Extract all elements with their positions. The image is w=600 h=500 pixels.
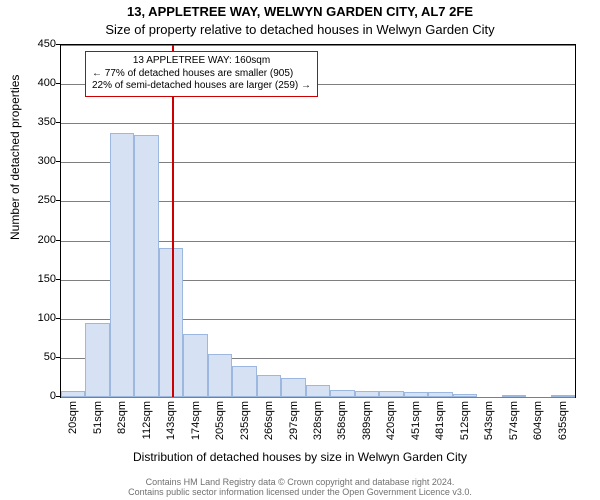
x-tick-label: 143sqm (165, 401, 177, 440)
histogram-bar (379, 391, 403, 397)
x-axis-label: Distribution of detached houses by size … (0, 450, 600, 464)
x-tick-label: 512sqm (459, 401, 471, 440)
histogram-bar (110, 133, 134, 397)
x-tick-label: 328sqm (312, 401, 324, 440)
histogram-bar (257, 375, 281, 397)
y-tick-label: 200 (0, 234, 56, 246)
histogram-bar (453, 394, 477, 397)
x-tick-label: 358sqm (336, 401, 348, 440)
y-tick-mark (56, 396, 60, 397)
x-tick-label: 635sqm (557, 401, 569, 440)
reference-line (172, 45, 174, 397)
y-tick-mark (56, 83, 60, 84)
histogram-bar (134, 135, 158, 397)
chart-subtitle: Size of property relative to detached ho… (0, 22, 600, 37)
y-tick-label: 150 (0, 273, 56, 285)
x-tick-label: 82sqm (116, 401, 128, 434)
x-tick-label: 297sqm (288, 401, 300, 440)
y-tick-label: 250 (0, 194, 56, 206)
chart-container: { "chart": { "type": "histogram", "title… (0, 0, 600, 500)
x-tick-label: 543sqm (483, 401, 495, 440)
histogram-bar (232, 366, 256, 397)
x-tick-label: 205sqm (214, 401, 226, 440)
x-tick-label: 389sqm (361, 401, 373, 440)
annotation-line2: ← 77% of detached houses are smaller (90… (92, 68, 311, 81)
x-tick-label: 51sqm (92, 401, 104, 434)
histogram-bar (551, 395, 575, 397)
y-tick-label: 350 (0, 116, 56, 128)
histogram-bar (208, 354, 232, 397)
y-tick-mark (56, 161, 60, 162)
histogram-bar (306, 385, 330, 398)
x-tick-label: 420sqm (385, 401, 397, 440)
histogram-bar (61, 391, 85, 397)
y-tick-mark (56, 240, 60, 241)
histogram-bar (281, 378, 305, 397)
annotation-line3: 22% of semi-detached houses are larger (… (92, 80, 311, 93)
annotation-box: 13 APPLETREE WAY: 160sqm← 77% of detache… (85, 51, 318, 97)
x-tick-label: 451sqm (410, 401, 422, 440)
plot-area: 13 APPLETREE WAY: 160sqm← 77% of detache… (60, 44, 576, 398)
y-tick-mark (56, 357, 60, 358)
histogram-bar (85, 323, 109, 397)
annotation-line1: 13 APPLETREE WAY: 160sqm (92, 55, 311, 68)
y-tick-label: 100 (0, 312, 56, 324)
x-tick-label: 235sqm (239, 401, 251, 440)
y-tick-mark (56, 279, 60, 280)
x-tick-label: 20sqm (67, 401, 79, 434)
histogram-bar (428, 392, 452, 397)
y-tick-mark (56, 318, 60, 319)
histogram-bar (404, 392, 428, 397)
x-tick-label: 604sqm (532, 401, 544, 440)
y-tick-mark (56, 200, 60, 201)
histogram-bar (502, 395, 526, 397)
histogram-bar (330, 390, 354, 397)
y-tick-mark (56, 122, 60, 123)
chart-attribution: Contains HM Land Registry data © Crown c… (0, 477, 600, 497)
x-tick-label: 574sqm (508, 401, 520, 440)
histogram-bar (159, 248, 183, 397)
x-tick-label: 481sqm (434, 401, 446, 440)
x-tick-label: 112sqm (141, 401, 153, 439)
x-tick-label: 266sqm (263, 401, 275, 440)
y-tick-label: 0 (0, 390, 56, 402)
histogram-bar (183, 334, 207, 397)
histogram-bar (355, 391, 379, 397)
y-tick-label: 400 (0, 77, 56, 89)
y-tick-label: 50 (0, 351, 56, 363)
chart-title-address: 13, APPLETREE WAY, WELWYN GARDEN CITY, A… (0, 4, 600, 19)
gridline (61, 123, 575, 124)
x-tick-label: 174sqm (190, 401, 202, 440)
y-tick-mark (56, 44, 60, 45)
gridline (61, 45, 575, 46)
gridline (61, 397, 575, 398)
y-tick-label: 450 (0, 38, 56, 50)
y-tick-label: 300 (0, 155, 56, 167)
